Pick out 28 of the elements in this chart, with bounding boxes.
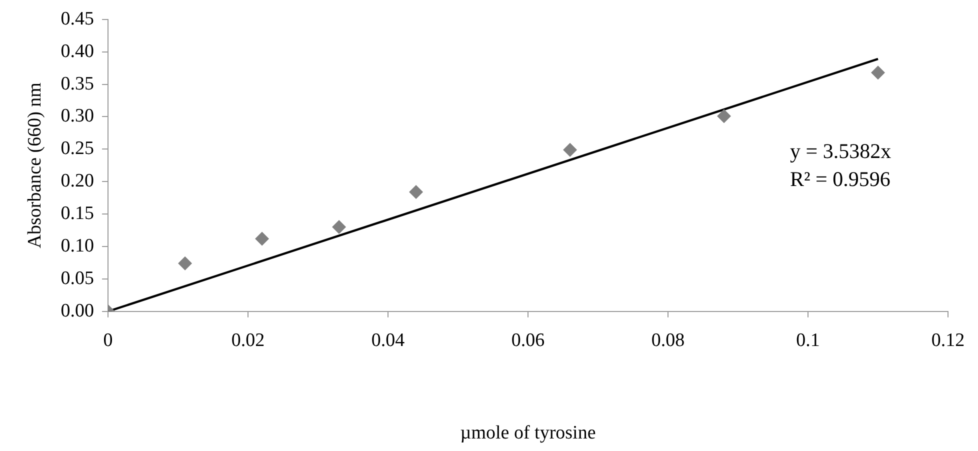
y-axis-title: Absorbance (660) nm	[24, 82, 46, 248]
y-tick-label: 0.15	[60, 203, 94, 224]
x-tick-label: 0.02	[231, 330, 265, 351]
y-tick-label: 0.30	[60, 106, 94, 127]
y-tick-label: 0.25	[60, 138, 94, 160]
x-tick-label: 0.08	[651, 330, 685, 351]
y-tick-label: 0.05	[60, 268, 94, 289]
point	[871, 66, 886, 80]
x-tick-label: 0.12	[931, 330, 965, 351]
point	[409, 185, 424, 200]
annotation: y = 3.5382x	[790, 138, 892, 163]
x-tick-label: 0.04	[371, 330, 406, 351]
y-tick-label: 0.20	[60, 170, 94, 192]
y-tick-label: 0.40	[60, 40, 94, 62]
x-axis-title: µmole of tyrosine	[460, 422, 596, 444]
y-tick-label: 0.45	[60, 8, 94, 30]
y-tick-label: 0.35	[60, 73, 94, 94]
annotation: R² = 0.9596	[790, 166, 890, 191]
x-tick-label: 0.06	[511, 330, 545, 351]
y-tick-label: 0.00	[60, 300, 94, 322]
point	[255, 232, 270, 246]
point	[563, 142, 578, 157]
y-tick-label: 0.10	[60, 235, 94, 256]
point	[717, 109, 732, 124]
x-tick-label: 0.1	[796, 330, 820, 351]
x-tick-label: 0	[103, 330, 113, 351]
point	[178, 256, 192, 270]
point	[332, 220, 346, 234]
